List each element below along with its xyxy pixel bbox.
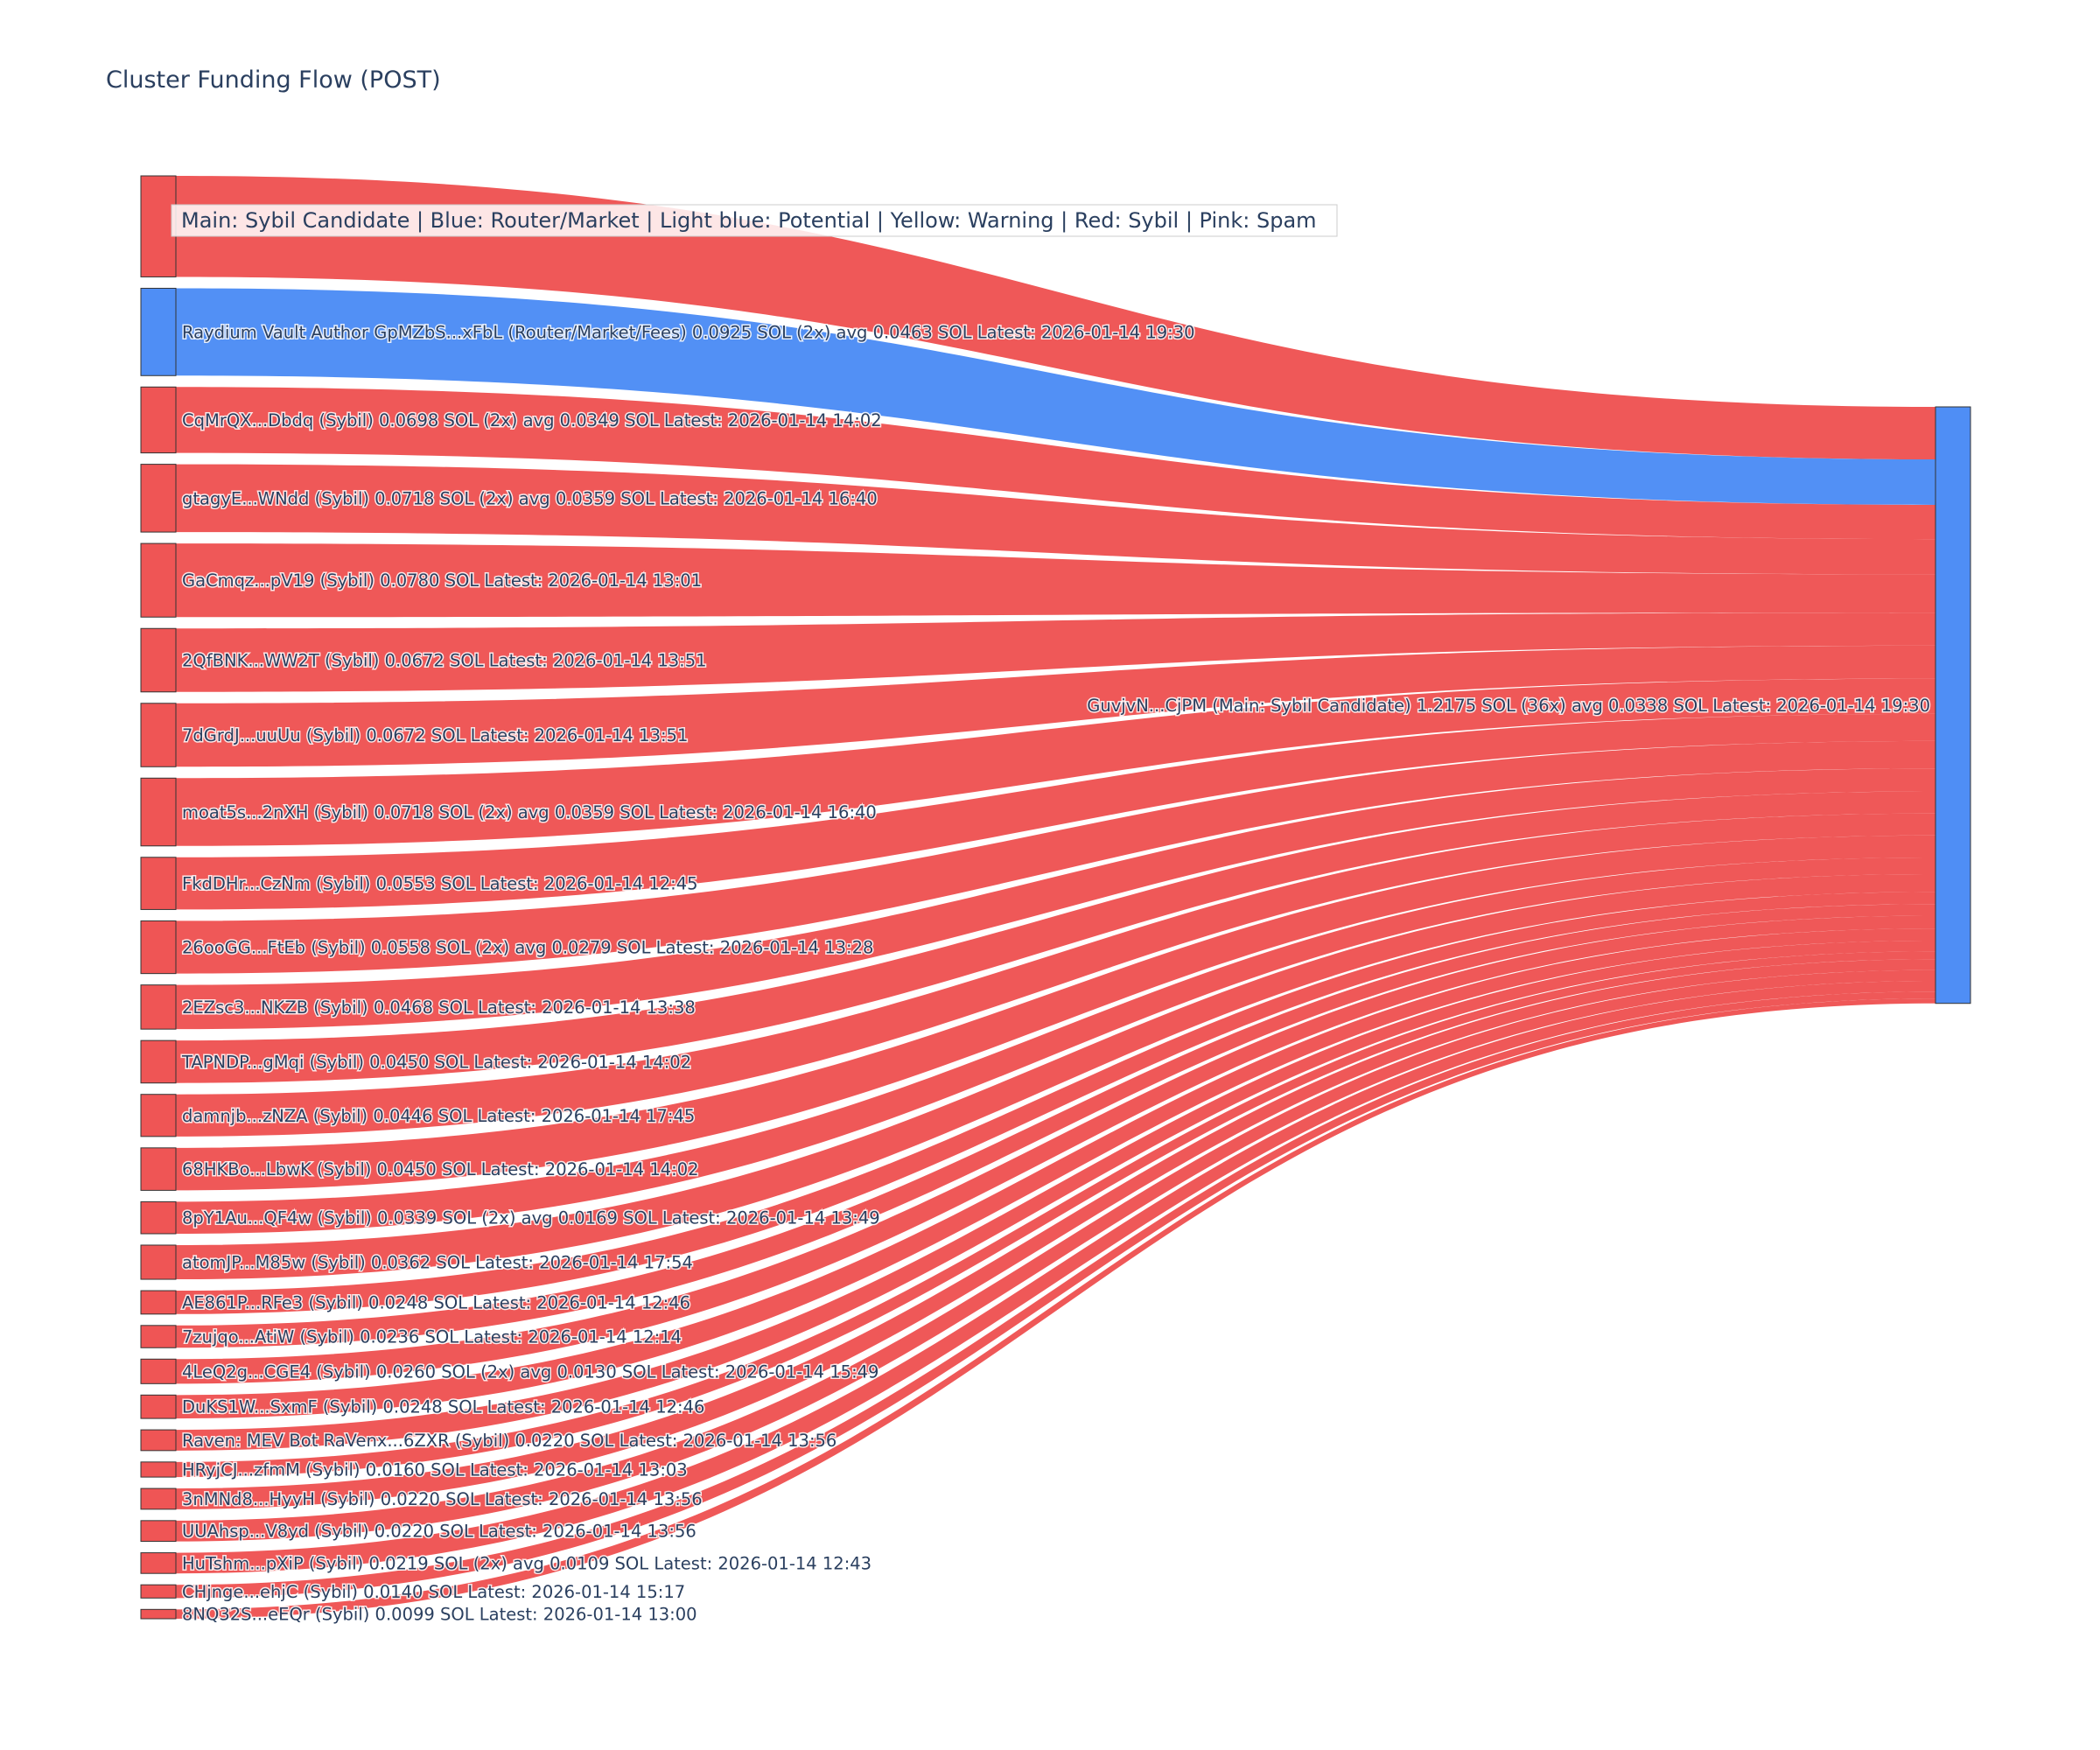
source-node-label: CHjnge...ehjC (Sybil) 0.0140 SOL Latest:… [182,1582,685,1602]
source-node [140,1147,177,1191]
flow-link [176,813,1936,1137]
source-node [140,287,177,376]
source-node-label: DuKS1W...SxmF (Sybil) 0.0248 SOL Latest:… [182,1397,704,1418]
flow-link [176,904,1936,1348]
flow-link [176,543,1936,618]
source-node [140,703,177,767]
source-node [140,1552,177,1574]
chart-title: Cluster Funding Flow (POST) [106,66,441,94]
flow-link [176,176,1936,460]
nodes-layer [140,175,1971,1620]
target-node-label: GuvjvN...CjPM (Main: Sybil Candidate) 1.… [1087,696,1930,716]
flow-link [176,835,1936,1191]
flow-link [176,612,1936,692]
flow-link [176,998,1936,1619]
flow-link [176,791,1936,1083]
source-node [140,1200,177,1235]
source-node-label: UUAhsp...V8yd (Sybil) 0.0220 SOL Latest:… [182,1522,696,1542]
source-node [140,1358,177,1384]
source-node-label: 8NQ32S...eEQr (Sybil) 0.0099 SOL Latest:… [182,1605,697,1625]
flow-link [176,464,1936,575]
links-layer [176,176,1936,1619]
legend: Main: Sybil Candidate | Blue: Router/Mar… [171,204,1338,237]
source-node [140,984,177,1030]
legend-text: Main: Sybil Candidate | Blue: Router/Mar… [181,208,1317,233]
flow-link [176,874,1936,1280]
flow-link [176,981,1936,1574]
flow-link [176,991,1936,1599]
source-node [140,1094,177,1138]
flow-link [176,959,1936,1509]
source-node [140,1394,177,1419]
source-node-label: 3nMNd8...HyyH (Sybil) 0.0220 SOL Latest:… [182,1489,703,1509]
source-node [140,1584,177,1599]
source-node-label: AE861P...RFe3 (Sybil) 0.0248 SOL Latest:… [182,1292,690,1312]
flow-link [176,713,1936,910]
flow-link [176,768,1936,1030]
source-node-label: 4LeQ2g...CGE4 (Sybil) 0.0260 SOL (2x) av… [182,1362,878,1382]
source-node-label: Raven: MEV Bot RaVenx...6ZXR (Sybil) 0.0… [182,1431,836,1451]
source-node [140,1244,177,1280]
source-node [140,920,177,975]
source-node [140,1325,177,1348]
flow-link [176,915,1936,1384]
source-node [140,464,177,533]
source-node [140,1429,177,1452]
source-node [140,542,177,618]
source-node [140,857,177,910]
source-node-label: TAPNDP...gMqi (Sybil) 0.0450 SOL Latest:… [181,1052,691,1072]
source-node-label: moat5s...2nXH (Sybil) 0.0718 SOL (2x) av… [182,802,877,822]
source-node-label: 26ooGG...FtEb (Sybil) 0.0558 SOL (2x) av… [182,938,873,958]
flow-link [176,858,1936,1234]
source-node-label: 2EZsc3...NKZB (Sybil) 0.0468 SOL Latest:… [182,998,696,1018]
source-node-label: atomJP...M85w (Sybil) 0.0362 SOL Latest:… [182,1253,693,1273]
flow-link [176,951,1936,1478]
source-node [140,777,177,847]
source-node-label: Raydium Vault Author GpMZbS...xFbL (Rout… [182,322,1195,342]
flow-link [176,387,1936,540]
source-node-label: 2QfBNK...WW2T (Sybil) 0.0672 SOL Latest:… [182,651,707,671]
flow-link [176,645,1936,767]
source-node [140,1040,177,1084]
flow-link [176,928,1936,1419]
target-node [1935,406,1971,1004]
source-node-label: GaCmqz...pV19 (Sybil) 0.0780 SOL Latest:… [182,570,702,591]
source-node [140,386,177,454]
source-node [140,627,177,693]
source-node-label: FkdDHr...CzNm (Sybil) 0.0553 SOL Latest:… [182,874,698,894]
source-node-label: HRyjCJ...zfmM (Sybil) 0.0160 SOL Latest:… [182,1460,688,1480]
source-node-label: gtagyE...WNdd (Sybil) 0.0718 SOL (2x) av… [182,488,878,508]
source-node-label: HuTshm...pXiP (Sybil) 0.0219 SOL (2x) av… [182,1553,872,1573]
flow-link [176,740,1936,974]
flow-link [176,288,1936,505]
flow-link [176,970,1936,1542]
source-node-label: 68HKBo...LbwK (Sybil) 0.0450 SOL Latest:… [182,1159,699,1180]
source-node-label: damnjb...zNZA (Sybil) 0.0446 SOL Latest:… [182,1106,695,1126]
labels-layer: Raydium Vault Author GpMZbS...xFbL (Rout… [180,321,1932,1626]
source-node-label: CqMrQX...Dbdq (Sybil) 0.0698 SOL (2x) av… [182,410,882,430]
flow-link [176,892,1936,1314]
flow-link [176,941,1936,1451]
source-node [140,1488,177,1510]
flow-link [176,678,1936,846]
source-node [140,1608,177,1620]
source-node [140,1461,177,1478]
source-node [140,175,177,277]
source-node [140,1520,177,1543]
source-node [140,1290,177,1315]
source-node-label: 7zujqo...AtiW (Sybil) 0.0236 SOL Latest:… [182,1327,682,1348]
legend-box [171,204,1338,237]
source-node-label: 7dGrdJ...uuUu (Sybil) 0.0672 SOL Latest:… [182,725,688,746]
source-node-label: 8pY1Au...QF4w (Sybil) 0.0339 SOL (2x) av… [182,1208,880,1228]
